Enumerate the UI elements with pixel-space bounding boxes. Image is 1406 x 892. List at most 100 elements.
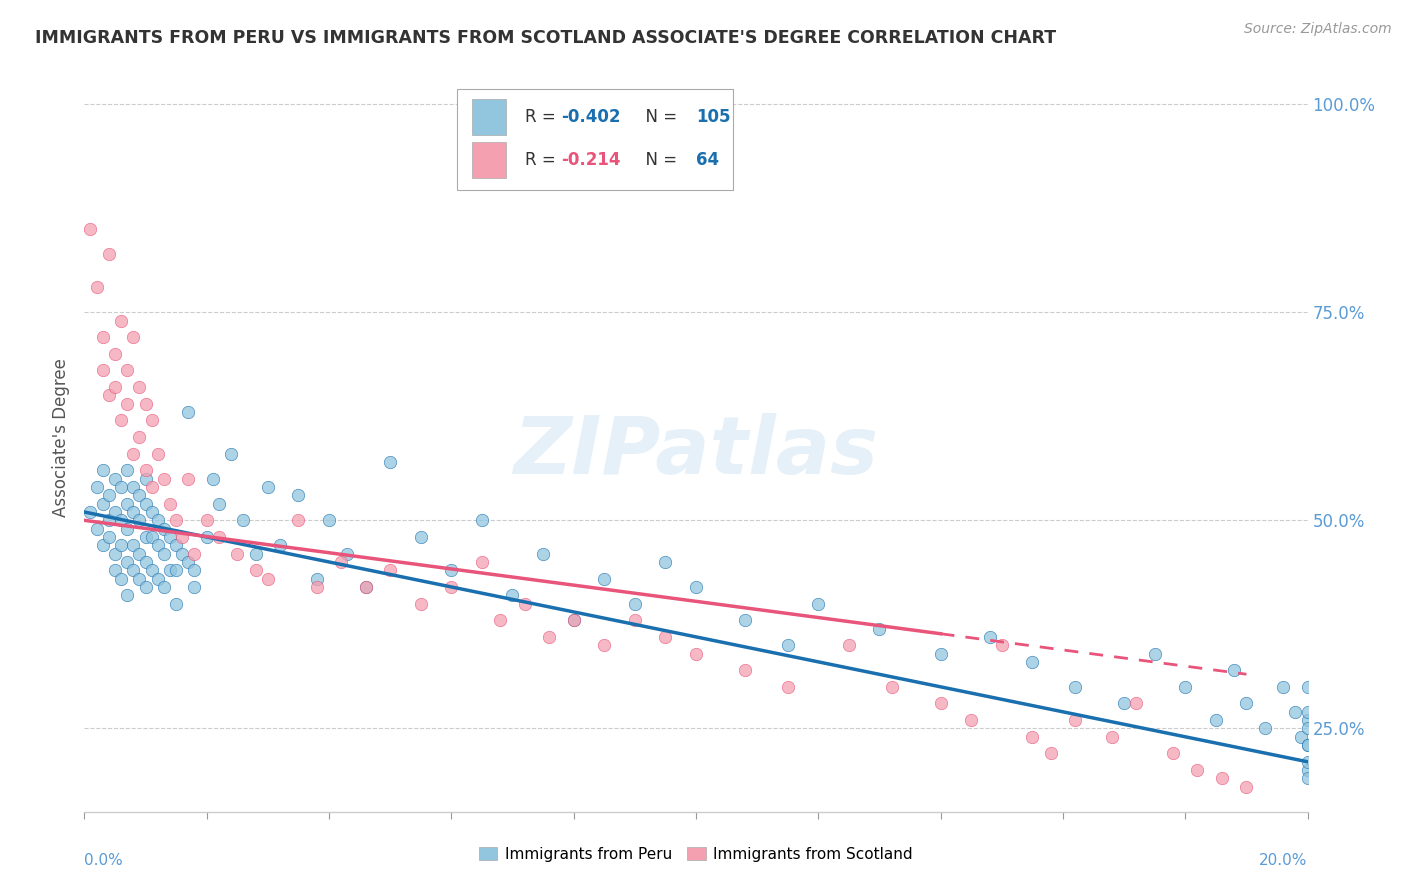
Point: [135, 580, 157, 594]
Point: [195, 513, 218, 527]
Text: Source: ZipAtlas.com: Source: ZipAtlas.com: [1244, 22, 1392, 37]
Point: [159, 530, 181, 544]
Point: [91, 330, 114, 344]
Point: [141, 413, 163, 427]
Point: [562, 613, 585, 627]
Point: [880, 680, 903, 694]
Point: [1296, 772, 1319, 786]
Text: R =: R =: [524, 108, 561, 126]
Point: [287, 513, 309, 527]
Point: [177, 472, 200, 486]
Point: [165, 513, 187, 527]
Point: [159, 497, 181, 511]
Point: [226, 547, 249, 561]
Point: [531, 547, 554, 561]
Point: [110, 313, 132, 327]
Point: [929, 697, 952, 711]
Text: N =: N =: [636, 151, 682, 169]
Point: [104, 563, 127, 577]
Point: [97, 247, 120, 261]
Point: [195, 530, 218, 544]
Point: [1272, 680, 1295, 694]
Point: [1021, 730, 1043, 744]
Point: [146, 572, 169, 586]
Point: [1236, 780, 1258, 794]
Point: [128, 513, 150, 527]
Point: [115, 463, 138, 477]
Point: [330, 555, 353, 569]
Point: [807, 597, 830, 611]
Point: [86, 522, 108, 536]
Point: [1236, 697, 1258, 711]
Text: 64: 64: [696, 151, 718, 169]
Point: [128, 430, 150, 444]
Point: [91, 463, 114, 477]
Point: [135, 397, 157, 411]
Point: [624, 613, 647, 627]
Point: [165, 597, 187, 611]
Point: [110, 572, 132, 586]
Point: [115, 588, 138, 602]
Point: [1064, 713, 1087, 727]
Point: [869, 622, 891, 636]
Point: [1039, 747, 1062, 761]
Point: [513, 597, 536, 611]
Point: [269, 538, 291, 552]
Point: [305, 580, 328, 594]
Point: [110, 413, 132, 427]
Point: [1296, 763, 1319, 777]
Point: [159, 563, 181, 577]
Point: [538, 630, 561, 644]
Point: [122, 538, 145, 552]
Point: [97, 530, 120, 544]
Point: [471, 555, 494, 569]
Point: [354, 580, 377, 594]
Text: 105: 105: [696, 108, 731, 126]
Point: [654, 630, 676, 644]
Point: [1296, 680, 1319, 694]
Point: [1161, 747, 1184, 761]
Point: [177, 405, 200, 419]
Point: [654, 555, 676, 569]
Text: IMMIGRANTS FROM PERU VS IMMIGRANTS FROM SCOTLAND ASSOCIATE'S DEGREE CORRELATION : IMMIGRANTS FROM PERU VS IMMIGRANTS FROM …: [35, 29, 1056, 47]
Point: [1296, 755, 1319, 769]
Point: [128, 547, 150, 561]
Point: [201, 472, 224, 486]
Point: [141, 530, 163, 544]
Point: [1174, 680, 1197, 694]
Point: [208, 530, 231, 544]
Point: [172, 530, 194, 544]
Point: [146, 538, 169, 552]
Point: [97, 388, 120, 402]
Point: [165, 538, 187, 552]
Point: [104, 472, 127, 486]
Text: ZIPatlas: ZIPatlas: [513, 413, 879, 491]
Point: [624, 597, 647, 611]
Point: [146, 513, 169, 527]
Point: [135, 555, 157, 569]
Point: [287, 488, 309, 502]
Text: -0.214: -0.214: [561, 151, 621, 169]
Point: [380, 563, 402, 577]
Point: [122, 447, 145, 461]
Point: [97, 488, 120, 502]
Point: [135, 472, 157, 486]
Y-axis label: Associate's Degree: Associate's Degree: [52, 358, 70, 516]
Point: [685, 580, 707, 594]
Text: 0.0%: 0.0%: [84, 853, 124, 868]
Point: [91, 497, 114, 511]
Point: [1114, 697, 1136, 711]
Point: [979, 630, 1001, 644]
Point: [838, 638, 860, 652]
FancyBboxPatch shape: [457, 88, 733, 190]
Point: [183, 563, 205, 577]
Point: [1021, 655, 1043, 669]
Legend: Immigrants from Peru, Immigrants from Scotland: Immigrants from Peru, Immigrants from Sc…: [472, 840, 920, 868]
Point: [183, 580, 205, 594]
Point: [245, 563, 267, 577]
Point: [115, 497, 138, 511]
Point: [380, 455, 402, 469]
Point: [86, 480, 108, 494]
Point: [1205, 713, 1227, 727]
Point: [471, 513, 494, 527]
